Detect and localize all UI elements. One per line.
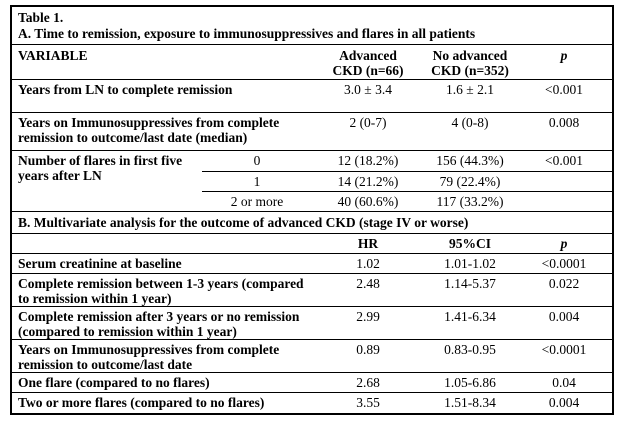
section-b-caption: B. Multivariate analysis for the outcome… bbox=[12, 211, 612, 233]
hr-value: 1.02 bbox=[356, 256, 380, 271]
hr-value: 2.99 bbox=[356, 309, 380, 324]
advanced-ckd-value: 2 (0-7) bbox=[349, 115, 387, 130]
ci-value: 1.05-6.86 bbox=[444, 375, 496, 390]
hr-value: 2.48 bbox=[356, 276, 380, 291]
section-a-header-row: VARIABLE Advanced CKD (n=66) No advanced… bbox=[12, 44, 612, 79]
column-header-empty bbox=[12, 234, 312, 253]
p-value: 0.008 bbox=[548, 115, 580, 130]
section-b-row-years-on-immunosuppressives: Years on Immunosuppressives from complet… bbox=[12, 339, 612, 372]
section-b-row-one-flare: One flare (compared to no flares) 2.68 1… bbox=[12, 372, 612, 392]
hr-value: 3.55 bbox=[356, 395, 380, 410]
column-header-95ci: 95%CI bbox=[448, 236, 491, 251]
hr-value: 0.89 bbox=[356, 342, 380, 357]
p-value: 0.004 bbox=[548, 309, 580, 324]
p-value: <0.0001 bbox=[541, 342, 587, 357]
row-label: Two or more flares (compared to no flare… bbox=[18, 395, 265, 410]
no-advanced-ckd-value: 4 (0-8) bbox=[451, 115, 489, 130]
row-label: Years on Immunosuppressives from complet… bbox=[18, 342, 280, 372]
ci-value: 1.41-6.34 bbox=[444, 309, 496, 324]
p-value: <0.001 bbox=[545, 82, 583, 97]
row-label: Serum creatinine at baseline bbox=[18, 256, 182, 271]
section-b-row-two-or-more-flares: Two or more flares (compared to no flare… bbox=[12, 392, 612, 413]
advanced-ckd-value: 14 (21.2%) bbox=[312, 171, 424, 191]
row-label: Years on Immunosuppressives from complet… bbox=[18, 115, 280, 145]
column-header-advanced-ckd: Advanced CKD (n=66) bbox=[332, 48, 404, 78]
p-value bbox=[516, 191, 612, 211]
ci-value: 0.83-0.95 bbox=[444, 342, 496, 357]
flare-category: 2 or more bbox=[202, 191, 312, 211]
section-b-row-serum-creatinine: Serum creatinine at baseline 1.02 1.01-1… bbox=[12, 253, 612, 273]
row-label: Number of flares in first five years aft… bbox=[18, 153, 183, 183]
ci-value: 1.51-8.34 bbox=[444, 395, 496, 410]
row-label: Complete remission between 1-3 years (co… bbox=[18, 276, 304, 306]
section-a-row-years-from-ln: Years from LN to complete remission 3.0 … bbox=[12, 79, 612, 112]
p-value bbox=[516, 171, 612, 191]
section-a-caption: A. Time to remission, exposure to immuno… bbox=[18, 26, 476, 41]
no-advanced-ckd-value: 156 (44.3%) bbox=[436, 153, 504, 168]
hr-value: 2.68 bbox=[356, 375, 380, 390]
table-title-block: Table 1. A. Time to remission, exposure … bbox=[12, 7, 612, 44]
p-value: 0.022 bbox=[548, 276, 580, 291]
ci-value: 1.14-5.37 bbox=[444, 276, 496, 291]
column-header-no-advanced-ckd: No advanced CKD (n=352) bbox=[431, 48, 509, 78]
row-label: Years from LN to complete remission bbox=[18, 82, 233, 97]
column-header-p: p bbox=[560, 236, 568, 251]
p-value: 0.004 bbox=[548, 395, 580, 410]
row-label: Complete remission after 3 years or no r… bbox=[18, 309, 300, 339]
table-number: Table 1. bbox=[18, 10, 64, 25]
column-header-hr: HR bbox=[357, 236, 379, 251]
p-value: <0.0001 bbox=[541, 256, 587, 271]
p-value: <0.001 bbox=[545, 153, 583, 168]
flare-category: 1 bbox=[202, 171, 312, 191]
column-header-p: p bbox=[560, 48, 568, 63]
advanced-ckd-value: 12 (18.2%) bbox=[337, 153, 399, 168]
p-value: 0.04 bbox=[552, 375, 576, 390]
section-b-row-remission-after-3-years: Complete remission after 3 years or no r… bbox=[12, 306, 612, 339]
no-advanced-ckd-value: 117 (33.2%) bbox=[424, 191, 516, 211]
no-advanced-ckd-value: 79 (22.4%) bbox=[424, 171, 516, 191]
section-a-flares-block: Number of flares in first five years aft… bbox=[12, 150, 612, 211]
section-b-row-remission-1-3-years: Complete remission between 1-3 years (co… bbox=[12, 273, 612, 306]
section-b-header-row: HR 95%CI p bbox=[12, 233, 612, 253]
section-a-row-years-on-immunosuppressives: Years on Immunosuppressives from complet… bbox=[12, 112, 612, 150]
ci-value: 1.01-1.02 bbox=[444, 256, 496, 271]
no-advanced-ckd-value: 1.6 ± 2.1 bbox=[446, 82, 494, 97]
row-label: One flare (compared to no flares) bbox=[18, 375, 210, 390]
flare-category: 0 bbox=[253, 153, 261, 168]
table-1: Table 1. A. Time to remission, exposure … bbox=[10, 5, 614, 415]
column-header-variable: VARIABLE bbox=[18, 48, 88, 63]
advanced-ckd-value: 40 (60.6%) bbox=[312, 191, 424, 211]
advanced-ckd-value: 3.0 ± 3.4 bbox=[344, 82, 392, 97]
